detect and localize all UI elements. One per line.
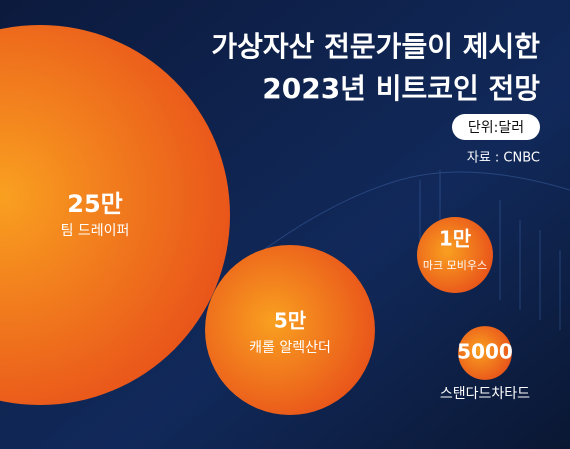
unit-label: 단위:달러 (468, 120, 524, 136)
value-label: 5000 (457, 340, 513, 364)
bubble (0, 25, 230, 405)
decoration (249, 170, 570, 330)
unit-box (452, 114, 540, 140)
value-label: 1만 (439, 227, 472, 251)
category-label: 팀 드레이퍼 (61, 223, 130, 239)
source: 자료 : CNBC (467, 151, 540, 166)
chart-title: 2023년 비트코인 전망 (262, 72, 540, 105)
category-label: 마크 모비우스 (423, 259, 487, 272)
bubble (417, 217, 493, 293)
category-label: 스탠다드차타드 (440, 386, 530, 402)
value-label: 25만 (67, 190, 122, 218)
bubble (205, 245, 375, 415)
bubble (458, 326, 512, 380)
category-label: 캐롤 알렉산더 (249, 340, 331, 356)
value-label: 5만 (274, 309, 307, 333)
chart-title: 가상자산 전문가들이 제시한 (211, 30, 540, 63)
